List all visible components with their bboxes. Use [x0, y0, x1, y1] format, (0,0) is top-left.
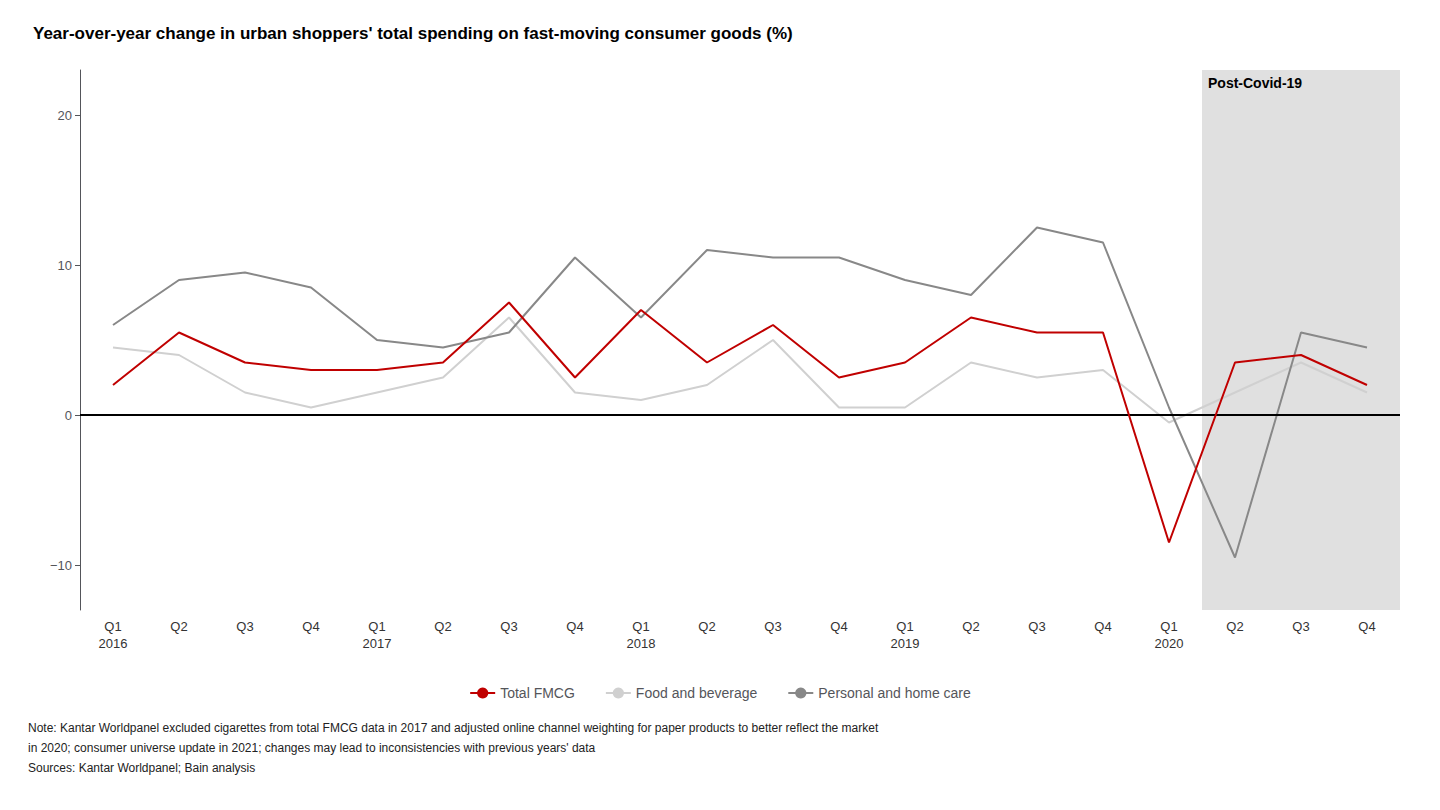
svg-text:−10: −10: [50, 558, 72, 573]
svg-text:0: 0: [65, 408, 72, 423]
svg-text:Q4: Q4: [566, 619, 583, 634]
svg-text:Q2: Q2: [170, 619, 187, 634]
svg-text:Q2: Q2: [1226, 619, 1243, 634]
svg-text:Q3: Q3: [500, 619, 517, 634]
svg-text:10: 10: [58, 258, 72, 273]
svg-text:Q4: Q4: [1094, 619, 1111, 634]
svg-text:Q3: Q3: [1028, 619, 1045, 634]
svg-text:Q2: Q2: [698, 619, 715, 634]
svg-text:2016: 2016: [99, 636, 128, 651]
svg-text:2020: 2020: [1155, 636, 1184, 651]
svg-text:Personal and home care: Personal and home care: [818, 685, 971, 701]
svg-text:Q1: Q1: [632, 619, 649, 634]
svg-text:Q3: Q3: [236, 619, 253, 634]
svg-text:Q2: Q2: [434, 619, 451, 634]
svg-text:Food and beverage: Food and beverage: [636, 685, 758, 701]
svg-text:Q3: Q3: [1292, 619, 1309, 634]
svg-text:Note: Kantar Worldpanel exclud: Note: Kantar Worldpanel excluded cigaret…: [28, 721, 879, 735]
svg-text:Post-Covid-19: Post-Covid-19: [1208, 75, 1302, 91]
svg-text:20: 20: [58, 108, 72, 123]
svg-text:Q1: Q1: [896, 619, 913, 634]
svg-text:Sources: Kantar Worldpanel; Ba: Sources: Kantar Worldpanel; Bain analysi…: [28, 761, 255, 775]
svg-text:2017: 2017: [363, 636, 392, 651]
svg-text:2019: 2019: [891, 636, 920, 651]
svg-text:Q4: Q4: [302, 619, 319, 634]
svg-text:Q1: Q1: [368, 619, 385, 634]
svg-text:Q1: Q1: [104, 619, 121, 634]
svg-text:Q2: Q2: [962, 619, 979, 634]
svg-text:Q4: Q4: [1358, 619, 1375, 634]
svg-text:2018: 2018: [627, 636, 656, 651]
svg-text:Q1: Q1: [1160, 619, 1177, 634]
svg-text:in 2020; consumer universe upd: in 2020; consumer universe update in 202…: [28, 741, 596, 755]
svg-text:Year-over-year change in urban: Year-over-year change in urban shoppers'…: [33, 24, 793, 43]
svg-text:Total FMCG: Total FMCG: [500, 685, 575, 701]
svg-text:Q3: Q3: [764, 619, 781, 634]
svg-text:Q4: Q4: [830, 619, 847, 634]
